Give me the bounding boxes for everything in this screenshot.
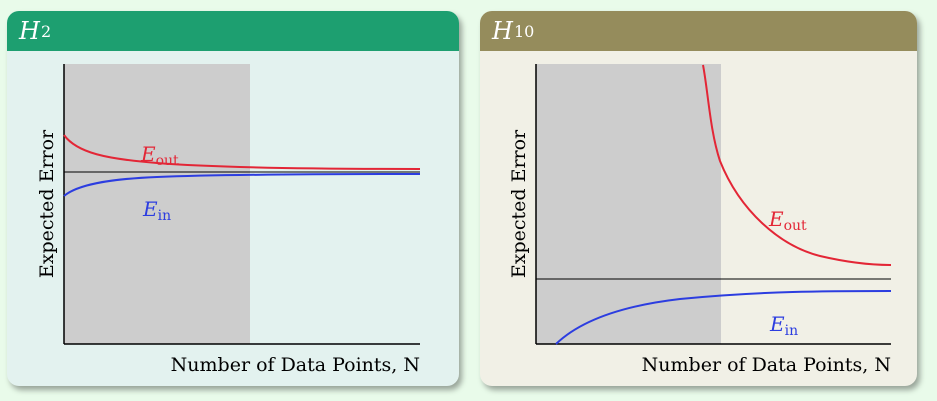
e-in-curve (555, 290, 892, 345)
learning-curve-plot-h2: Eout Ein Expected Error Number of Data P… (36, 64, 421, 376)
y-axis-label: Expected Error (508, 129, 530, 278)
e-in-label: Ein (142, 197, 171, 224)
panel-title-symbol: H (492, 17, 513, 45)
x-axis-label: Number of Data Points, N (642, 354, 891, 376)
e-out-curve (63, 134, 421, 170)
x-axis-label: Number of Data Points, N (171, 354, 420, 376)
panel-title-subscript: 10 (513, 21, 535, 41)
panel-h10: H 10 Eout Ein Expected Error Number of Da… (480, 11, 917, 386)
y-axis-label: Expected Error (36, 129, 58, 278)
panel-title-subscript: 2 (40, 21, 52, 41)
e-out-label: Eout (768, 207, 807, 234)
learning-curve-plot-h10: Eout Ein Expected Error Number of Data P… (508, 64, 892, 376)
shaded-region (536, 64, 721, 344)
e-out-curve (702, 64, 892, 266)
panel-header-h10: H 10 (480, 11, 917, 51)
e-in-label: Ein (769, 312, 798, 339)
e-out-label: Eout (140, 142, 179, 169)
panel-title-symbol: H (19, 17, 40, 45)
e-in-curve (63, 173, 421, 197)
shaded-region (64, 64, 250, 344)
